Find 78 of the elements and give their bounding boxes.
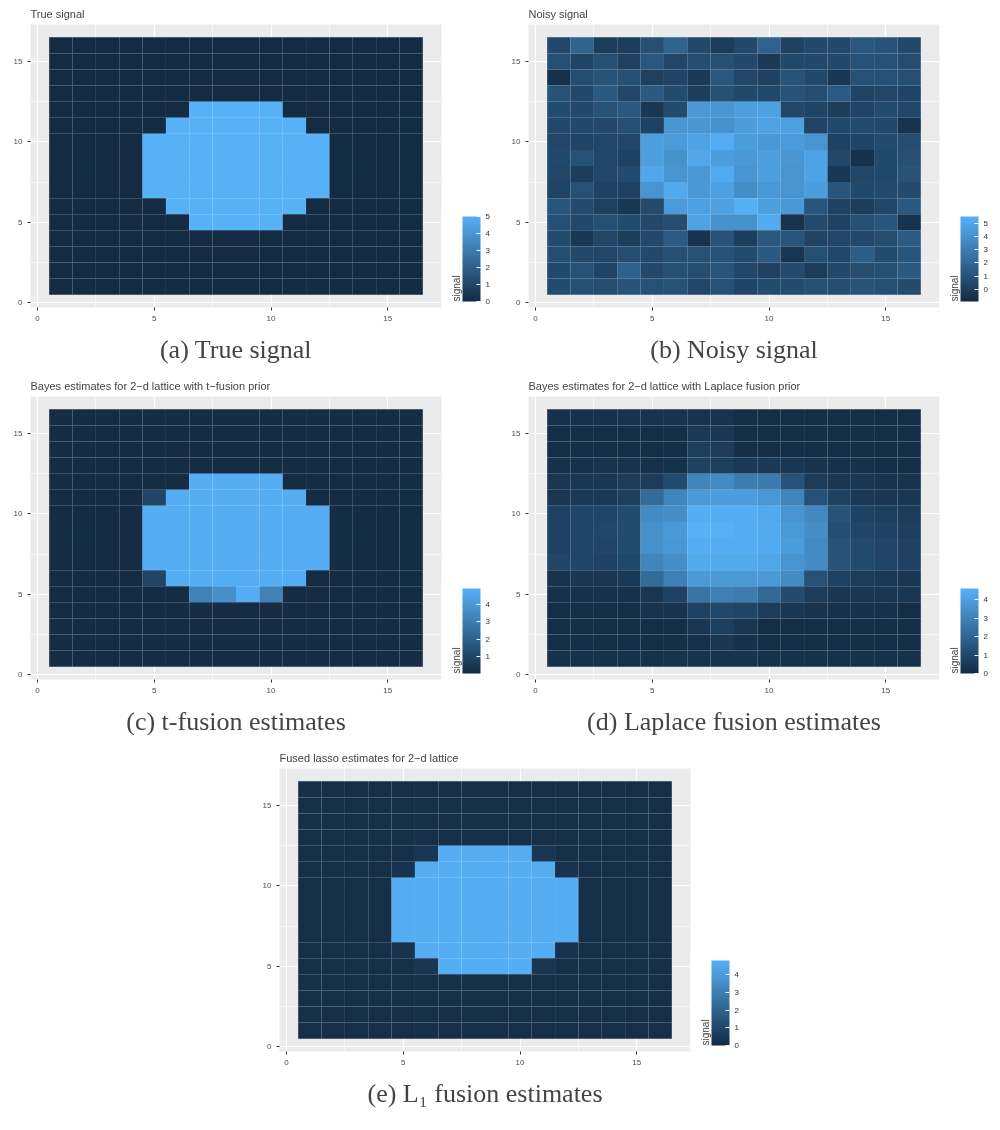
color-bar-label: 2	[983, 258, 989, 268]
y-tick-label: 5	[267, 961, 273, 971]
color-bar-label: 0	[734, 1041, 740, 1050]
y-tick-label: 0	[516, 298, 522, 308]
x-tick-label: 5	[650, 685, 656, 695]
text: (a) True signal	[159, 334, 312, 364]
y-tick-label: 10	[13, 137, 24, 147]
color-bar-label: 2	[734, 1005, 740, 1015]
x-tick-label: 5	[401, 1057, 407, 1067]
y-tick-label: 15	[511, 56, 522, 66]
color-bar-label: 1	[485, 280, 491, 289]
x-tick-label: 15	[881, 685, 891, 695]
color-bar-title: signal	[450, 275, 462, 302]
y-tick-label: 15	[13, 56, 24, 66]
color-bar-label: 4	[734, 970, 740, 980]
text: (b) Noisy signal	[650, 334, 818, 364]
color-bar-label: 4	[983, 231, 989, 241]
color-bar-label: 3	[485, 617, 491, 627]
y-tick-label: 10	[511, 137, 522, 147]
color-bar-label: 0	[485, 297, 491, 306]
x-tick-label: 10	[764, 313, 775, 323]
color-bar-title: signal	[699, 1019, 711, 1046]
x-tick-label: 15	[632, 1057, 642, 1067]
color-bar-label: 1	[734, 1023, 740, 1033]
x-tick-label: 15	[383, 313, 393, 323]
color-bar-label: 2	[485, 634, 491, 644]
y-tick-label: 0	[267, 1042, 273, 1052]
color-bar-label: 3	[734, 987, 740, 997]
color-bar-label: 3	[485, 246, 491, 255]
x-tick-label: 0	[533, 685, 539, 695]
x-tick-label: 15	[383, 685, 393, 695]
color-bar-title: signal	[948, 647, 960, 674]
text: (e) L₁ fusion estimates	[367, 1078, 603, 1108]
color-bar-label: 5	[485, 212, 491, 221]
color-bar-label: 2	[983, 632, 989, 642]
color-bar-label: 5	[983, 218, 989, 228]
y-tick-label: 5	[18, 217, 24, 227]
text: (d) Laplace fusion estimates	[587, 706, 881, 736]
color-bar-label: 3	[983, 245, 989, 255]
y-tick-label: 5	[516, 589, 522, 599]
y-tick-label: 0	[516, 670, 522, 680]
text: (c) t-fusion estimates	[126, 706, 346, 736]
y-tick-label: 5	[18, 589, 24, 599]
color-bar-title: signal	[948, 275, 960, 302]
color-bar-label: 4	[983, 595, 989, 605]
chart-title: Noisy signal	[528, 7, 588, 20]
y-tick-label: 0	[18, 298, 24, 308]
color-bar-label: 2	[485, 263, 491, 272]
y-tick-label: 15	[13, 428, 24, 438]
y-tick-label: 15	[511, 428, 522, 438]
color-bar-label: 0	[983, 285, 989, 295]
color-bar-label: 0	[983, 669, 989, 678]
color-bar-title: signal	[450, 647, 462, 674]
color-bar-label: 1	[983, 650, 989, 660]
x-tick-label: 10	[764, 685, 775, 695]
x-tick-label: 5	[152, 313, 158, 323]
x-tick-label: 15	[881, 313, 891, 323]
x-tick-label: 5	[152, 685, 158, 695]
y-tick-label: 0	[18, 670, 24, 680]
chart-title: Fused lasso estimates for 2−d lattice	[279, 751, 459, 764]
x-tick-label: 0	[35, 313, 41, 323]
color-bar-label: 1	[983, 271, 989, 281]
color-bar-label: 4	[485, 599, 491, 609]
x-tick-label: 0	[284, 1057, 290, 1067]
color-bar-label: 4	[485, 229, 491, 238]
chart-title: True signal	[30, 7, 85, 20]
x-tick-label: 5	[650, 313, 656, 323]
y-tick-label: 10	[262, 881, 273, 891]
y-tick-label: 5	[516, 217, 522, 227]
chart-title: Bayes estimates for 2−d lattice with t−fusion prior	[30, 379, 271, 392]
y-tick-label: 15	[262, 800, 273, 810]
x-tick-label: 0	[35, 685, 41, 695]
color-bar-label: 3	[983, 613, 989, 623]
y-tick-label: 10	[13, 509, 24, 519]
color-bar-label: 1	[485, 652, 491, 662]
x-tick-label: 0	[533, 313, 539, 323]
y-tick-label: 10	[511, 509, 522, 519]
chart-title: Bayes estimates for 2−d lattice with Laplace fusion prior	[528, 379, 801, 392]
